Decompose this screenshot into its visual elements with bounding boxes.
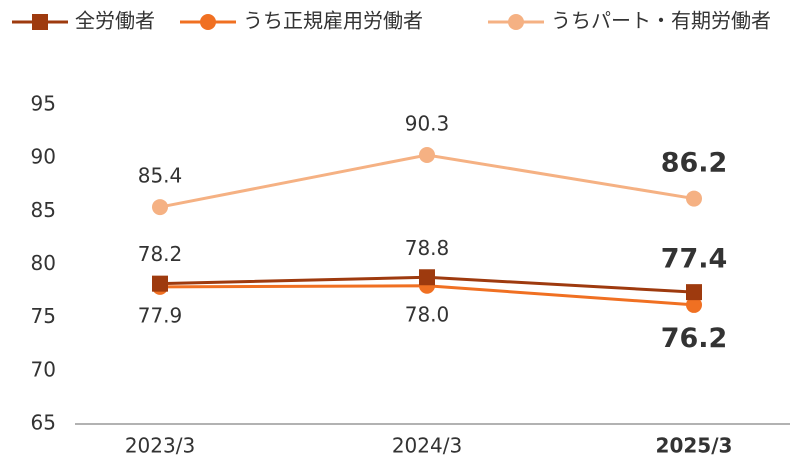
x-tick-label: 2025/3: [656, 434, 733, 458]
data-label: 78.8: [405, 236, 450, 260]
data-label: 77.4: [661, 243, 728, 274]
marker: [686, 190, 702, 207]
y-tick-label: 85: [31, 198, 56, 222]
marker: [686, 296, 702, 313]
x-tick-label: 2023/3: [125, 434, 195, 458]
legend-label: 全労働者: [75, 9, 155, 33]
legend-marker: [200, 14, 216, 30]
legend-label: うちパート・有期労働者: [551, 9, 771, 33]
data-label: 86.2: [661, 148, 728, 179]
data-label: 85.4: [138, 164, 183, 188]
data-label: 76.2: [661, 323, 728, 354]
y-tick-label: 80: [31, 251, 56, 275]
marker: [152, 199, 168, 216]
legend-marker: [32, 14, 48, 30]
data-label: 78.0: [405, 302, 450, 326]
legend-marker: [508, 14, 524, 30]
y-tick-label: 95: [31, 92, 56, 116]
marker: [419, 269, 435, 286]
y-tick-label: 65: [31, 411, 56, 435]
y-tick-label: 90: [31, 145, 56, 169]
y-tick-label: 70: [31, 357, 56, 381]
marker: [152, 275, 168, 292]
marker: [419, 146, 435, 163]
y-tick-label: 75: [31, 304, 56, 328]
data-label: 78.2: [138, 242, 183, 266]
marker: [686, 284, 702, 301]
data-label: 77.9: [138, 303, 183, 327]
x-tick-label: 2024/3: [392, 434, 462, 458]
data-label: 90.3: [405, 111, 450, 135]
legend-label: うち正規雇用労働者: [243, 9, 423, 33]
